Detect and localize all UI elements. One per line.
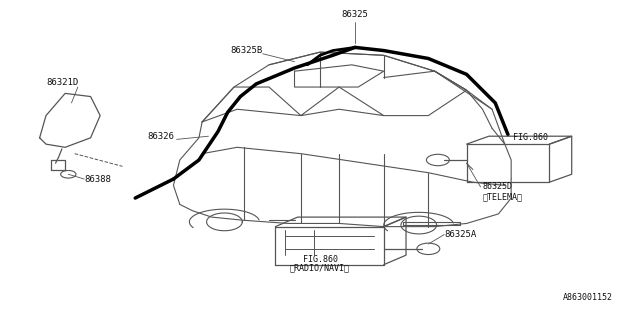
Text: 86388: 86388 [84, 174, 111, 184]
Text: 86325A: 86325A [444, 230, 477, 239]
Text: 86325: 86325 [342, 10, 369, 19]
Text: 86326: 86326 [148, 132, 175, 141]
Text: 〈TELEMA〉: 〈TELEMA〉 [483, 192, 522, 201]
Text: 〈RADIO/NAVI〉: 〈RADIO/NAVI〉 [290, 263, 350, 272]
Text: 86325D: 86325D [483, 182, 513, 191]
Text: FIG.860: FIG.860 [303, 255, 337, 264]
Text: FIG.860: FIG.860 [513, 133, 548, 142]
Text: 86325B: 86325B [230, 46, 262, 55]
Text: 86321D: 86321D [46, 78, 78, 87]
Text: A863001152: A863001152 [563, 293, 613, 302]
